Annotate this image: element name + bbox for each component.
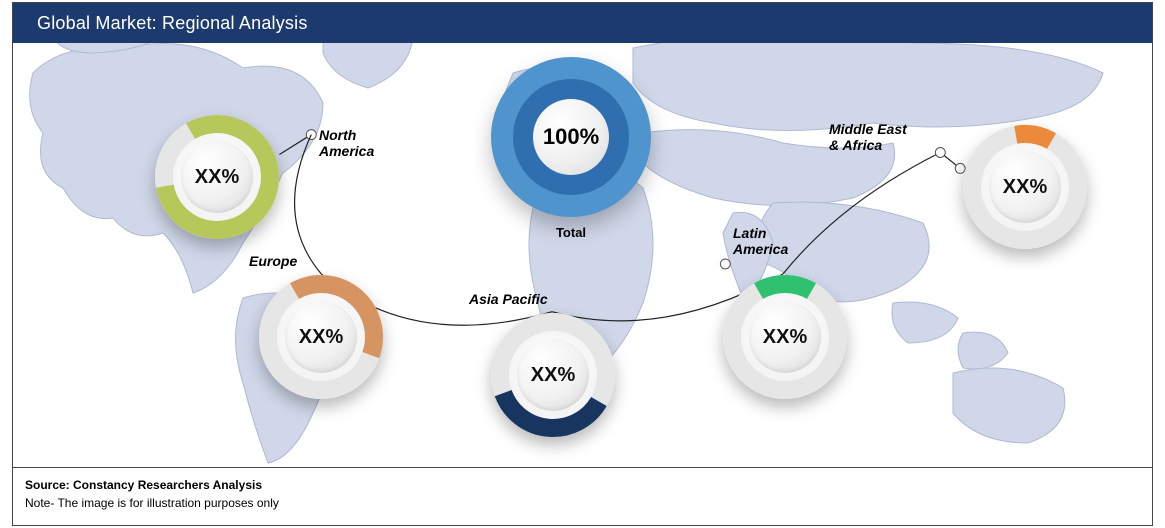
total-value: 100% bbox=[533, 99, 609, 175]
region-value: XX% bbox=[285, 301, 357, 373]
region-value: XX% bbox=[749, 301, 821, 373]
region-label-europe: Europe bbox=[249, 253, 297, 269]
footer-source: Source: Constancy Researchers Analysis bbox=[25, 478, 1140, 492]
region-label-latin-america: Latin America bbox=[733, 225, 788, 257]
region-mea: XX% bbox=[963, 125, 1087, 249]
region-asia-pacific: XX% bbox=[491, 313, 615, 437]
footer: Source: Constancy Researchers Analysis N… bbox=[13, 467, 1152, 525]
region-label-asia-pacific: Asia Pacific bbox=[469, 291, 548, 307]
footer-note: Note- The image is for illustration purp… bbox=[25, 496, 1140, 510]
region-value: XX% bbox=[989, 151, 1061, 223]
region-latin-america: XX% bbox=[723, 275, 847, 399]
total-badge: 100% Total bbox=[491, 57, 651, 217]
region-value: XX% bbox=[181, 141, 253, 213]
map-area: 100% Total XX% North America XX% Europe XX% A… bbox=[13, 43, 1152, 467]
title-bar: Global Market: Regional Analysis bbox=[13, 3, 1152, 43]
chart-frame: Global Market: Regional Analysis bbox=[12, 2, 1153, 526]
chart-title: Global Market: Regional Analysis bbox=[37, 13, 308, 34]
total-label: Total bbox=[491, 225, 651, 240]
region-north-america: XX% bbox=[155, 115, 279, 239]
region-label-mea: Middle East & Africa bbox=[829, 121, 907, 153]
region-europe: XX% bbox=[259, 275, 383, 399]
region-value: XX% bbox=[517, 339, 589, 411]
region-label-north-america: North America bbox=[319, 127, 374, 159]
